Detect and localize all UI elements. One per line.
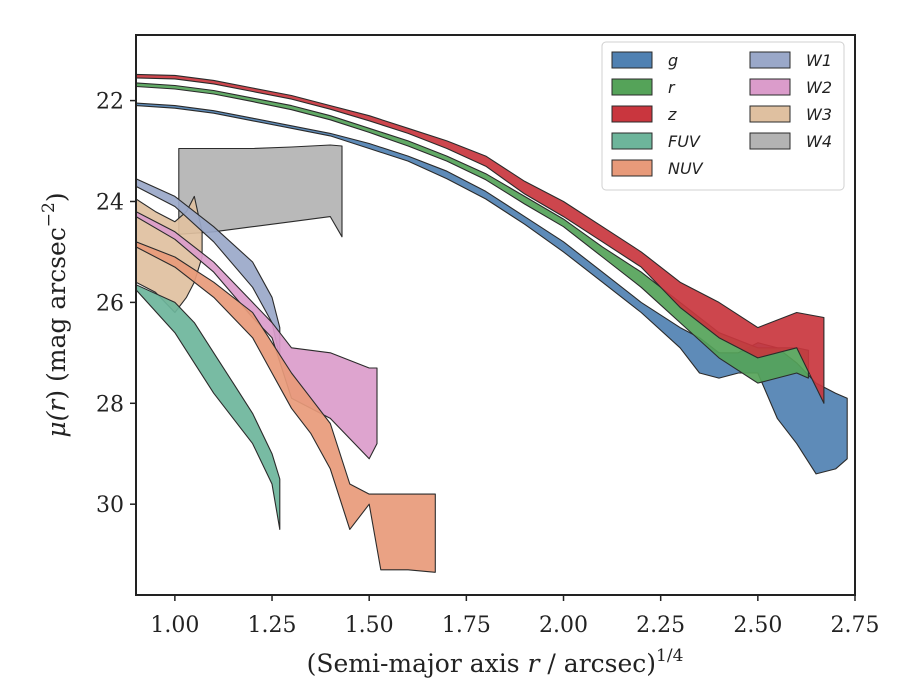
y-tick-label: 22	[96, 90, 124, 115]
x-tick-label: 1.50	[345, 613, 394, 638]
y-axis-title: μ(r) (mag arcsec−2)	[39, 192, 71, 437]
x-tick-label: 1.00	[150, 613, 199, 638]
legend-swatch-r	[611, 78, 653, 96]
legend-label-w1: W1	[806, 51, 832, 70]
legend-label-z: z	[667, 105, 677, 124]
band-w2	[136, 211, 378, 460]
legend-label-g: g	[668, 51, 678, 70]
legend-swatch-w1	[749, 51, 791, 69]
band-nuv	[136, 241, 436, 573]
band-layer	[136, 73, 848, 573]
legend-swatch-w4	[749, 132, 791, 150]
band-fuv	[136, 284, 281, 530]
y-tick-label: 26	[96, 291, 124, 316]
y-axis: 22 24 26 28 30	[96, 90, 136, 518]
x-tick-label: 1.25	[248, 613, 297, 638]
x-tick-label: 1.75	[442, 613, 491, 638]
x-tick-label: 2.25	[636, 613, 685, 638]
y-tick-label: 24	[96, 190, 124, 215]
y-tick-label: 30	[96, 493, 124, 518]
legend-label-fuv: FUV	[668, 132, 701, 151]
legend-swatch-fuv	[611, 132, 653, 150]
band-z	[136, 73, 825, 404]
band-r	[136, 82, 809, 384]
legend-swatch-w2	[749, 78, 791, 96]
legend-label-w2: W2	[806, 78, 832, 97]
legend-label-w3: W3	[806, 105, 832, 124]
legend-swatch-nuv	[611, 159, 653, 177]
x-axis: 1.00 1.25 1.50 1.75 2.00 2.25 2.50 2.75	[150, 595, 879, 638]
legend-label-w4: W4	[806, 132, 832, 151]
legend-swatch-z	[611, 105, 653, 123]
band-g	[136, 102, 848, 475]
legend: grz FUV NUV W1 W2 W3 W4	[601, 41, 845, 191]
y-tick-label: 28	[96, 392, 124, 417]
x-axis-title: (Semi-major axis r / arcsec)1/4	[307, 646, 684, 678]
legend-label-r: r	[668, 78, 676, 97]
legend-swatch-w3	[749, 105, 791, 123]
plot-frame	[135, 34, 856, 596]
legend-label-nuv: NUV	[668, 159, 704, 178]
x-tick-label: 2.50	[733, 613, 782, 638]
legend-swatch-g	[611, 51, 653, 69]
x-tick-label: 2.00	[539, 613, 588, 638]
x-tick-label: 2.75	[831, 613, 880, 638]
